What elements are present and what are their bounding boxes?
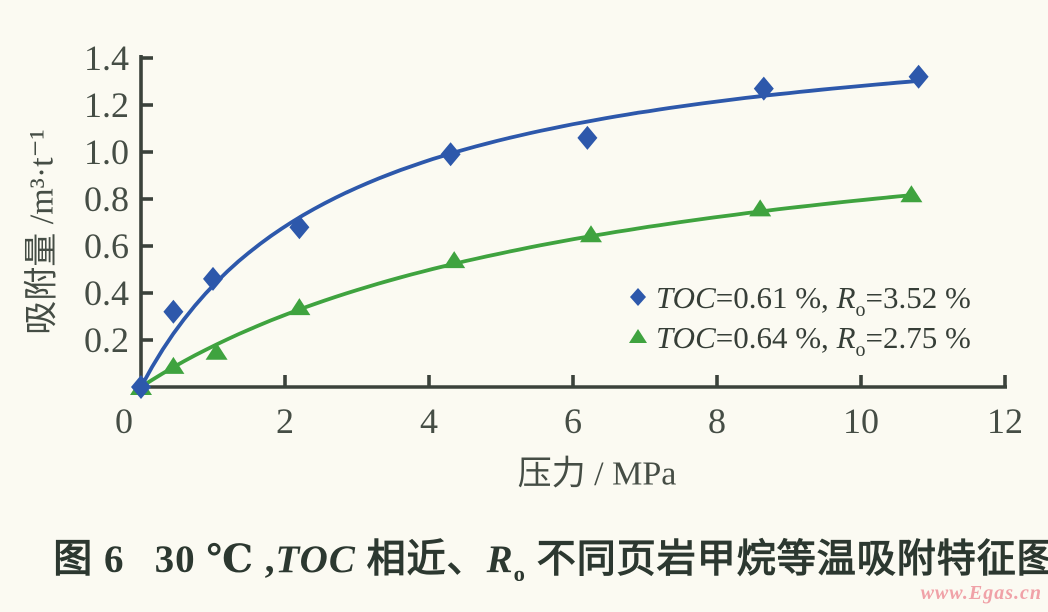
triangle-marker <box>443 251 466 269</box>
diamond-marker <box>908 64 929 89</box>
legend-diamond-marker <box>630 288 646 306</box>
triangle-marker <box>749 199 772 217</box>
y-tick-label: 0.4 <box>84 273 129 313</box>
diamond-marker <box>289 215 310 240</box>
diamond-marker <box>131 375 151 399</box>
caption-ro-subscript: o <box>513 560 526 586</box>
diamond-marker <box>203 266 223 291</box>
figure-caption: 图 6 30 ℃ ,TOC 相近、Ro 不同页岩甲烷等温吸附特征图 <box>53 528 1048 587</box>
tick-labels: 0.2 0.4 0.6 0.8 1.0 1.2 1.4 0 2 4 6 8 10 12 <box>84 38 1023 441</box>
diamond-marker <box>753 76 774 101</box>
x-tick-label: 6 <box>564 401 582 441</box>
legend-triangle-marker <box>629 329 647 343</box>
diamond-marker <box>440 142 461 167</box>
triangle-marker <box>580 225 602 243</box>
axes <box>139 55 1007 389</box>
legend: TOC=0.61 %, Ro=3.52 %TOC=0.64 %, Ro=2.75… <box>629 280 971 361</box>
x-axis-title: 压力 / MPa <box>517 455 677 493</box>
legend-label: TOC=0.64 %, Ro=2.75 % <box>656 320 971 361</box>
x-tick-label: 8 <box>708 401 726 441</box>
x-tick-label: 12 <box>987 401 1023 441</box>
fit-curve <box>139 79 919 388</box>
fit-curve <box>139 193 908 389</box>
caption-segment: 不同页岩甲烷等温吸附特征图 <box>525 538 1048 581</box>
triangle-marker <box>288 298 311 316</box>
chart-canvas: 0.2 0.4 0.6 0.8 1.0 1.2 1.4 0 2 4 6 8 10 12 TOC=0.61 %… <box>84 38 1023 441</box>
caption-segment: 相近、 <box>355 538 487 581</box>
diamond-marker <box>577 125 598 150</box>
caption-ro-symbol: R <box>486 538 514 581</box>
diamond-marker <box>163 299 184 324</box>
x-tick-label: 0 <box>115 401 133 441</box>
watermark: www.Egas.cn <box>920 582 1042 604</box>
x-tick-label: 2 <box>276 401 294 441</box>
caption-segment: 30 ℃ , <box>154 538 276 581</box>
y-tick-label: 1.0 <box>84 132 129 172</box>
y-tick-label: 0.2 <box>84 320 129 360</box>
triangle-marker <box>162 356 185 374</box>
caption-toc-symbol: TOC <box>275 538 356 581</box>
caption-figure-number: 图 6 <box>53 538 125 581</box>
triangle-marker <box>900 185 923 203</box>
x-tick-label: 10 <box>843 401 879 441</box>
y-tick-label: 0.6 <box>84 226 129 266</box>
legend-label: TOC=0.61 %, Ro=3.52 % <box>656 280 971 321</box>
x-tick-label: 4 <box>420 401 438 441</box>
y-tick-label: 1.4 <box>84 38 129 78</box>
y-tick-label: 0.8 <box>84 179 129 219</box>
y-axis-title: 吸附量 /m³·t⁻¹ <box>23 129 61 335</box>
series-diamond <box>131 64 929 399</box>
triangle-marker <box>205 342 228 360</box>
y-tick-label: 1.2 <box>84 85 129 125</box>
